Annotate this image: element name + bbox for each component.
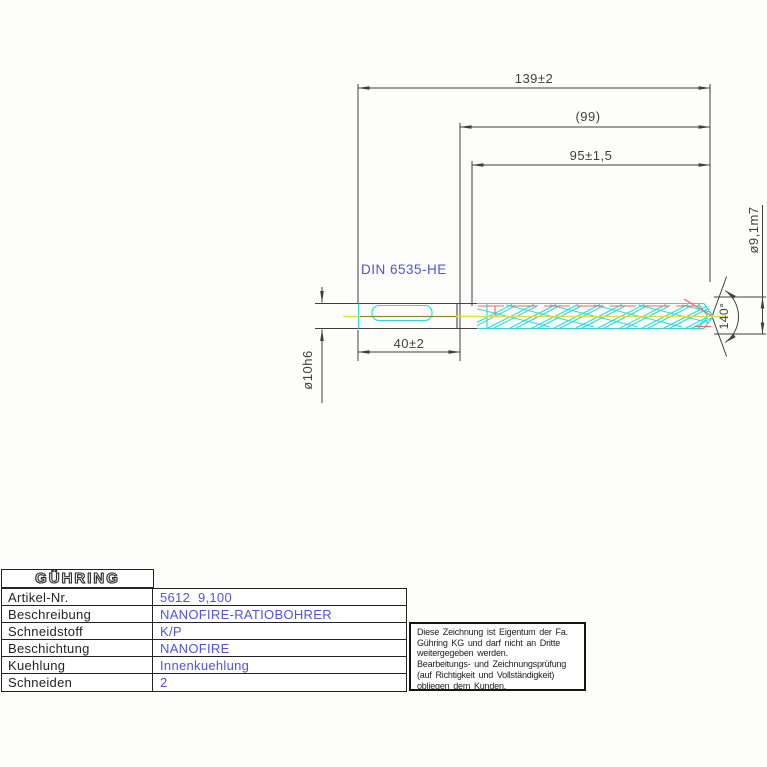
row-label: Beschreibung <box>2 606 153 622</box>
disclaimer-line: Bearbeitungs- und Zeichnungsprüfung <box>417 659 567 670</box>
disclaimer-line: Gühring KG und darf nicht an Dritte <box>417 637 561 648</box>
row-label: Beschichtung <box>2 640 153 656</box>
guehring-logo: GÜHRING <box>35 569 120 587</box>
row-label: Artikel-Nr. <box>2 589 153 605</box>
row-label: Kuehlung <box>2 657 153 673</box>
dim-overall-length: 139±2 <box>514 71 554 86</box>
disclaimer-box: Diese Zeichnung ist Eigentum der Fa. Güh… <box>409 622 586 691</box>
row-value: NANOFIRE <box>160 640 230 656</box>
dim-point-diameter: ø9,1m7 <box>746 206 761 254</box>
disclaimer-line: (auf Richtigkeit und Vollständigkeit) <box>417 669 555 680</box>
dim-shank-length: 40±2 <box>393 336 425 351</box>
dim-reference-length: (99) <box>575 109 601 124</box>
disclaimer-line: obliegen dem Kunden. <box>417 680 507 691</box>
row-value: K/P <box>160 623 182 639</box>
dim-flute-length: 95±1,5 <box>569 148 613 163</box>
row-label: Schneiden <box>2 674 153 691</box>
table-row-beschichtung: Beschichtung NANOFIRE <box>2 640 406 657</box>
dim-shank-diameter: ø10h6 <box>300 350 315 390</box>
disclaimer-line: weitergegeben werden. <box>417 648 508 659</box>
row-value: Innenkuehlung <box>160 657 250 673</box>
row-label: Schneidstoff <box>2 623 153 639</box>
dim-point-angle: 140° <box>717 302 731 330</box>
row-value: 2 <box>160 675 168 690</box>
table-row-schneidstoff: Schneidstoff K/P <box>2 623 406 640</box>
shank-standard-label: DIN 6535-HE <box>361 262 447 277</box>
table-row-beschreibung: Beschreibung NANOFIRE-RATIOBOHRER <box>2 606 406 623</box>
title-block-rows: Artikel-Nr. 5612 9,100 Beschreibung NANO… <box>1 588 407 692</box>
coolant-channel-lines <box>478 298 712 328</box>
table-row-artikel-nr: Artikel-Nr. 5612 9,100 <box>2 589 406 606</box>
disclaimer-line: Diese Zeichnung ist Eigentum der Fa. <box>417 627 568 637</box>
dimension-lines <box>315 84 766 403</box>
row-value: NANOFIRE-RATIOBOHRER <box>160 606 332 622</box>
logo-cell: GÜHRING <box>1 569 154 588</box>
table-row-kuehlung: Kuehlung Innenkuehlung <box>2 657 406 674</box>
table-row-schneiden: Schneiden 2 <box>2 674 406 691</box>
row-value: 5612 9,100 <box>160 589 232 605</box>
title-block: GÜHRING Artikel-Nr. 5612 9,100 Beschreib… <box>1 569 407 692</box>
